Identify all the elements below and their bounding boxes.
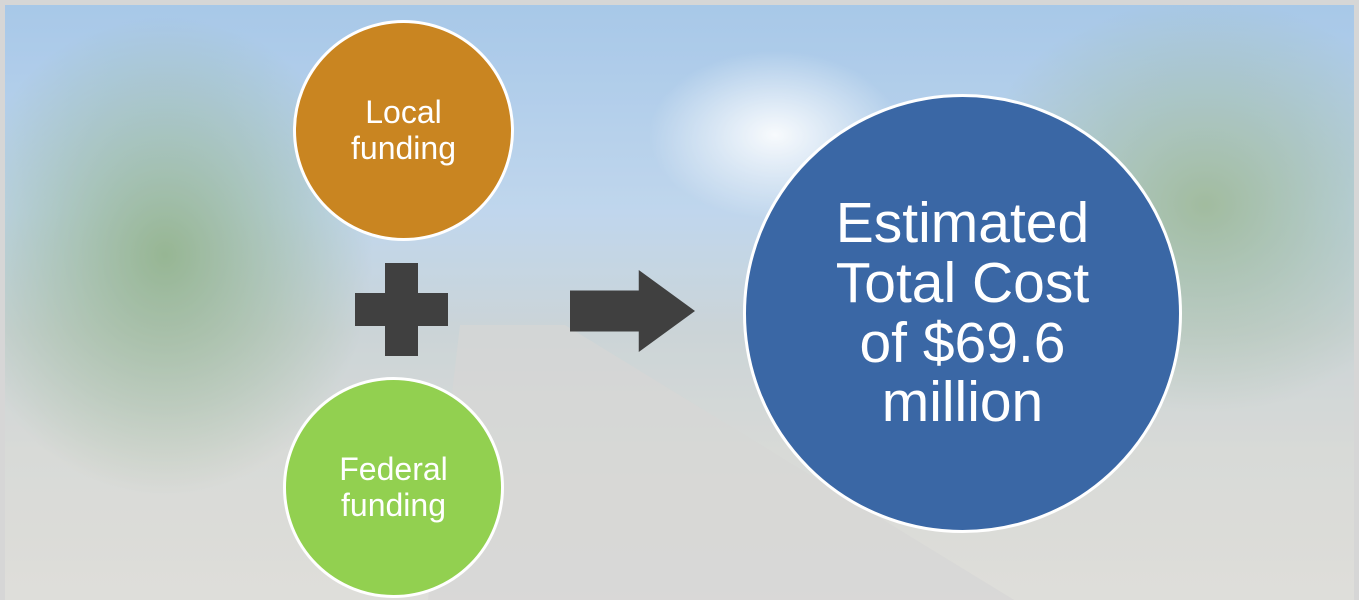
node-label: Estimated Total Cost of $69.6 million	[813, 194, 1113, 433]
slide: Local funding Federal funding Estimated …	[0, 0, 1359, 600]
plus-sign	[355, 293, 448, 326]
node-label: Federal funding	[329, 452, 459, 524]
total-cost-circle: Estimated Total Cost of $69.6 million	[743, 94, 1182, 533]
local-funding-circle: Local funding	[293, 20, 514, 241]
federal-funding-circle: Federal funding	[283, 377, 504, 598]
page: Local funding Federal funding Estimated …	[0, 0, 1359, 600]
node-label: Local funding	[339, 95, 469, 167]
